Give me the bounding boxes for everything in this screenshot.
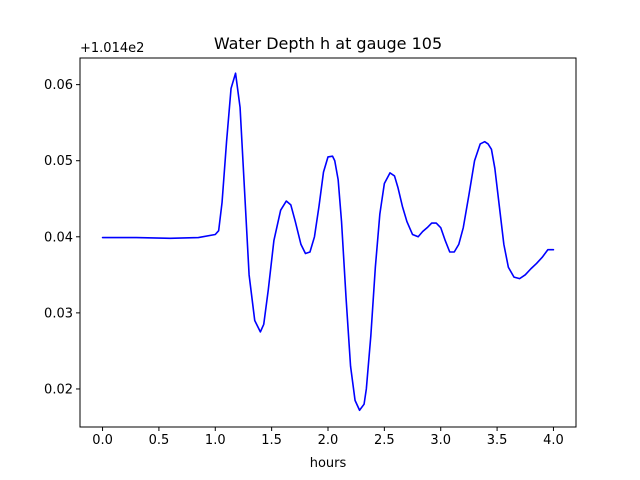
x-tick-label: 0.0 <box>92 433 113 448</box>
plot-area: 0.0 0.5 1.0 1.5 2.0 2.5 3.0 3.5 4.0 0.02 0.03 0.04 0… <box>44 57 577 448</box>
x-tick-label: 2.5 <box>374 433 395 448</box>
x-tick-label: 1.5 <box>261 433 282 448</box>
y-tick-label: 0.06 <box>44 78 73 93</box>
chart-title: Water Depth h at gauge 105 <box>214 34 442 53</box>
x-axis-label: hours <box>310 456 347 471</box>
y-tick-label: 0.05 <box>44 154 73 169</box>
x-tick-label: 3.5 <box>487 433 508 448</box>
y-tick-label: 0.02 <box>44 382 73 397</box>
series-line-0 <box>101 72 555 412</box>
y-tick-label: 0.03 <box>44 306 73 321</box>
x-tick-label: 1.0 <box>205 433 226 448</box>
x-tick-label: 4.0 <box>543 433 564 448</box>
y-tick-label: 0.04 <box>44 230 73 245</box>
y-offset-label: +1.014e2 <box>80 41 144 56</box>
x-tick-label: 2.0 <box>318 433 339 448</box>
x-tick-label: 3.0 <box>430 433 451 448</box>
x-tick-label: 0.5 <box>149 433 170 448</box>
